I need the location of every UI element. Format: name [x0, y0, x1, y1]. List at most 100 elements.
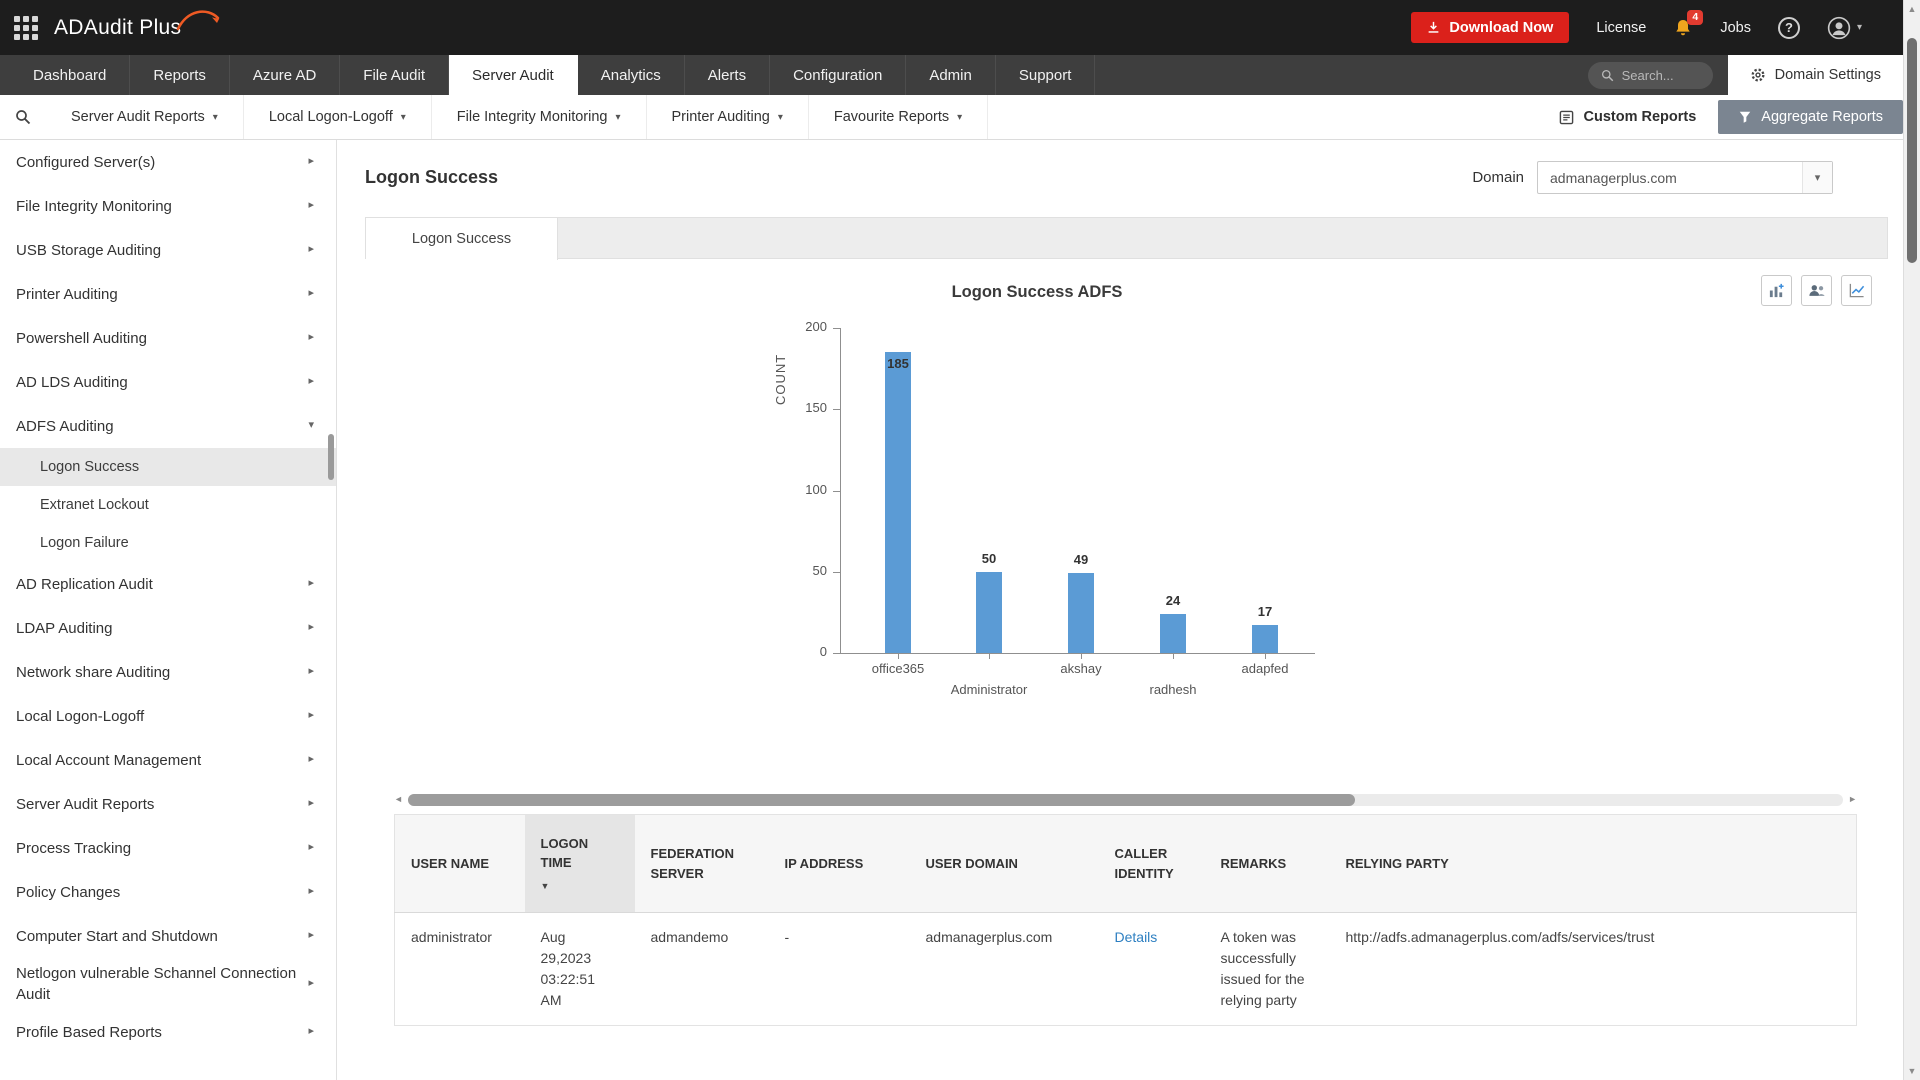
- search-input[interactable]: [1621, 67, 1700, 83]
- nav-tab-analytics[interactable]: Analytics: [578, 55, 685, 95]
- chart-bar[interactable]: [976, 571, 1002, 653]
- y-tick: [833, 490, 840, 492]
- tab-logon-success[interactable]: Logon Success: [366, 218, 558, 260]
- domain-select[interactable]: admanagerplus.com ▾: [1537, 161, 1833, 194]
- nav-tab-dashboard[interactable]: Dashboard: [10, 55, 131, 95]
- chart-title: Logon Success ADFS: [951, 283, 1123, 301]
- sidebar-item-label: Local Account Management: [16, 751, 202, 769]
- column-header-logon-time[interactable]: LOGON TIME ▼: [524, 814, 635, 913]
- chevron-down-icon: ▾: [957, 111, 963, 123]
- nav-tabs: Dashboard Reports Azure AD File Audit Server…: [10, 55, 1096, 95]
- sidebar-item-network-share-auditing[interactable]: Network share Auditing ▸: [0, 650, 336, 694]
- app-grid-icon[interactable]: [14, 15, 38, 40]
- add-chart-icon[interactable]: [1761, 275, 1792, 306]
- sidebar-item-label: ADFS Auditing: [16, 417, 114, 435]
- sidebar-item-configured-server-s[interactable]: Configured Server(s) ▸: [0, 140, 336, 184]
- chart-bar[interactable]: [885, 352, 911, 653]
- user-based-report-icon[interactable]: [1801, 275, 1832, 306]
- line-chart-icon[interactable]: [1841, 275, 1872, 306]
- sidebar-subitem-extranet-lockout[interactable]: Extranet Lockout: [40, 497, 149, 513]
- nav-tab-configuration[interactable]: Configuration: [770, 55, 907, 95]
- search-icon: [1601, 69, 1613, 81]
- vertical-scrollbar[interactable]: ▲ ▼: [1903, 0, 1920, 1080]
- main-content: Logon Success Domain admanagerplus.com ▾…: [337, 140, 1920, 1080]
- horizontal-scrollbar-track[interactable]: [407, 793, 1844, 806]
- nav-tab-file-audit[interactable]: File Audit: [340, 55, 449, 95]
- submenu-item-server-audit-reports[interactable]: Server Audit Reports ▾: [46, 95, 244, 139]
- sidebar-item-netlogon-vulnerable-schannel-connection-audit[interactable]: Netlogon vulnerable Schannel Connection …: [0, 958, 336, 1010]
- sidebar-subitem-logon-success[interactable]: Logon Success: [0, 448, 336, 486]
- x-category-label: office365: [871, 661, 925, 676]
- sidebar-item-adfs-auditing[interactable]: ADFS Auditing ▾: [0, 404, 336, 448]
- chevron-down-icon: ▾: [308, 419, 314, 432]
- column-header-relying-party[interactable]: RELYING PARTY: [1329, 814, 1857, 913]
- nav-tab-reports[interactable]: Reports: [130, 55, 230, 95]
- nav-tab-azure-ad[interactable]: Azure AD: [230, 55, 341, 95]
- nav-tab-server-audit[interactable]: Server Audit: [449, 55, 578, 95]
- report-search-icon[interactable]: [0, 95, 46, 139]
- sidebar-item-process-tracking[interactable]: Process Tracking ▸: [0, 826, 336, 870]
- sidebar-item-policy-changes[interactable]: Policy Changes ▸: [0, 870, 336, 914]
- sidebar-item-printer-auditing[interactable]: Printer Auditing ▸: [0, 272, 336, 316]
- submenu-item-printer-auditing[interactable]: Printer Auditing ▾: [647, 95, 809, 139]
- sidebar-item-ldap-auditing[interactable]: LDAP Auditing ▸: [0, 606, 336, 650]
- aggregate-reports-button[interactable]: Aggregate Reports: [1718, 100, 1903, 134]
- help-icon[interactable]: ?: [1777, 16, 1800, 39]
- details-link[interactable]: Details: [1114, 929, 1158, 945]
- scroll-right-icon[interactable]: ►: [1848, 794, 1857, 804]
- sidebar-scrollbar-thumb[interactable]: [328, 434, 334, 480]
- app-title: ADAudit Plus: [54, 15, 182, 39]
- horizontal-scrollbar-thumb[interactable]: [407, 793, 1356, 806]
- chart-bar[interactable]: [1252, 625, 1278, 653]
- license-link[interactable]: License: [1596, 19, 1647, 36]
- chart-bar[interactable]: [1160, 614, 1186, 653]
- column-header-remarks[interactable]: REMARKS: [1204, 814, 1330, 913]
- sidebar-item-ad-lds-auditing[interactable]: AD LDS Auditing ▸: [0, 360, 336, 404]
- sidebar-item-powershell-auditing[interactable]: Powershell Auditing ▸: [0, 316, 336, 360]
- submenu-item-local-logon-logoff[interactable]: Local Logon-Logoff ▾: [244, 95, 432, 139]
- sidebar-item-local-logon-logoff[interactable]: Local Logon-Logoff ▸: [0, 694, 336, 738]
- chevron-right-icon: ▸: [308, 977, 314, 990]
- nav-tab-admin[interactable]: Admin: [906, 55, 996, 95]
- chevron-down-icon: ▾: [615, 111, 621, 123]
- nav-right: Domain Settings: [1587, 55, 1920, 95]
- nav-tab-support[interactable]: Support: [996, 55, 1096, 95]
- submenu-item-file-integrity-monitoring[interactable]: File Integrity Monitoring ▾: [432, 95, 647, 139]
- sidebar-item-usb-storage-auditing[interactable]: USB Storage Auditing ▸: [0, 228, 336, 272]
- sidebar-item-profile-based-reports[interactable]: Profile Based Reports ▸: [0, 1010, 336, 1054]
- x-category-label: radhesh: [1149, 682, 1197, 697]
- page-title: Logon Success: [365, 167, 499, 187]
- sidebar-item-file-integrity-monitoring[interactable]: File Integrity Monitoring ▸: [0, 184, 336, 228]
- column-header-ip-address[interactable]: IP ADDRESS: [768, 814, 910, 913]
- sidebar-item-computer-start-and-shutdown[interactable]: Computer Start and Shutdown ▸: [0, 914, 336, 958]
- custom-reports-button[interactable]: Custom Reports: [1559, 109, 1696, 125]
- column-header-federation-server[interactable]: FEDERATION SERVER: [634, 814, 769, 913]
- chart-panel: Logon Success ADFS COUNT 0 50 100 150 200 185 o…: [365, 259, 1888, 775]
- sidebar-subitem-logon-failure[interactable]: Logon Failure: [40, 535, 129, 551]
- nav-search-box[interactable]: [1587, 61, 1713, 89]
- top-header: ADAudit Plus Download Now License 4 Jobs…: [0, 0, 1920, 55]
- column-header-caller-identity[interactable]: CALLER IDENTITY: [1098, 814, 1205, 913]
- vertical-scrollbar-thumb[interactable]: [1907, 38, 1917, 263]
- submenu-item-favourite-reports[interactable]: Favourite Reports ▾: [809, 95, 989, 139]
- account-menu[interactable]: ▾: [1827, 16, 1862, 40]
- sidebar-item-local-account-management[interactable]: Local Account Management ▸: [0, 738, 336, 782]
- column-header-user-domain[interactable]: USER DOMAIN: [909, 814, 1099, 913]
- jobs-link[interactable]: Jobs: [1720, 19, 1751, 36]
- sidebar-item-label: Local Logon-Logoff: [16, 707, 145, 725]
- x-axis: [840, 653, 1315, 654]
- scroll-left-icon[interactable]: ◄: [394, 794, 403, 804]
- nav-tab-alerts[interactable]: Alerts: [685, 55, 771, 95]
- column-header-user-name[interactable]: USER NAME: [394, 814, 525, 913]
- sidebar-item-server-audit-reports[interactable]: Server Audit Reports ▸: [0, 782, 336, 826]
- sidebar-item-ad-replication-audit[interactable]: AD Replication Audit ▸: [0, 562, 336, 606]
- chart-bar[interactable]: [1068, 573, 1094, 653]
- scroll-up-icon[interactable]: ▲: [1907, 4, 1917, 14]
- notifications-button[interactable]: 4: [1673, 9, 1704, 38]
- scroll-down-icon[interactable]: ▼: [1907, 1066, 1917, 1076]
- download-now-button[interactable]: Download Now: [1411, 12, 1570, 43]
- y-tick: [833, 328, 840, 329]
- domain-settings-button[interactable]: Domain Settings: [1727, 55, 1903, 95]
- submenu-item-label: Local Logon-Logoff: [268, 109, 393, 125]
- report-menu-bar: Server Audit Reports ▾ Local Logon-Logoff ▾…: [0, 95, 1920, 140]
